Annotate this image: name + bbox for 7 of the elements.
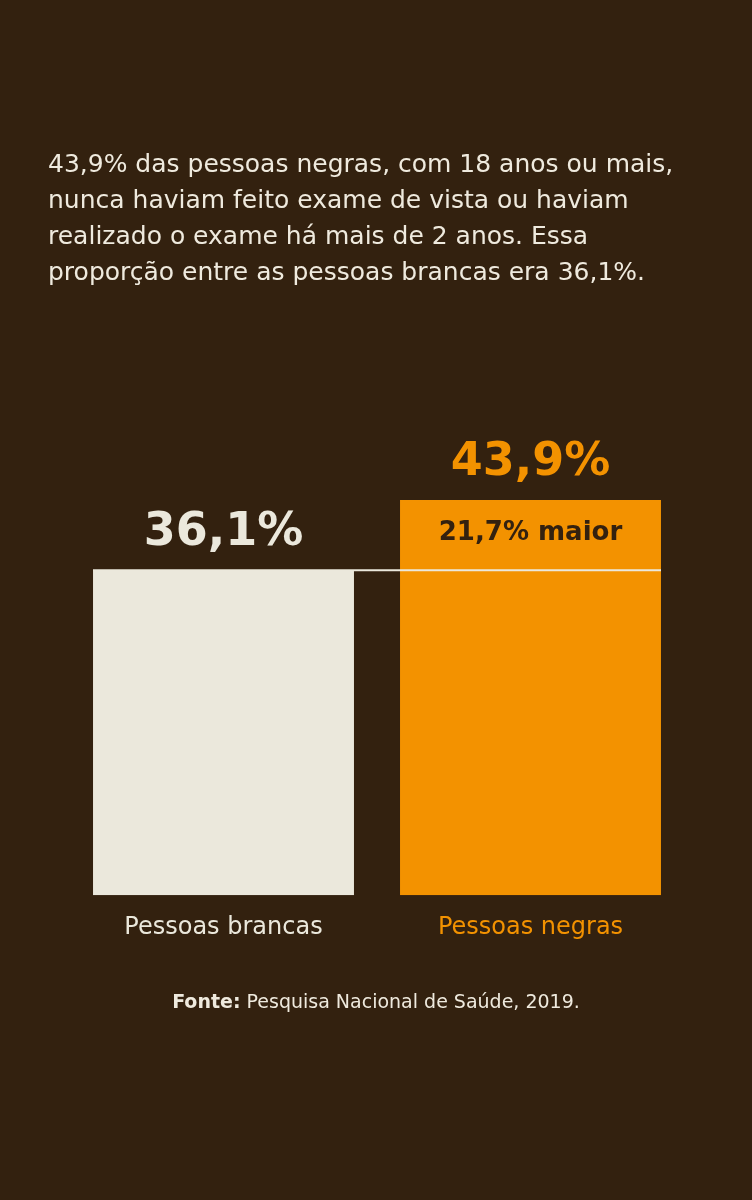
data-label: 36,1% bbox=[143, 502, 304, 557]
annotation: 21,7% maior bbox=[438, 515, 623, 546]
x-tick-label: Pessoas negras bbox=[437, 911, 624, 940]
x-tick-label: Pessoas brancas bbox=[124, 911, 323, 940]
data-label: 43,9% bbox=[450, 431, 611, 486]
chart-title: 43,9% das pessoas negras, com 18 anos ou mais, nunca haviam feito exame de vista ou haviam realizado o exame há mais de 2 anos. Essa proporção entre as pessoas brancas era 36,1%. bbox=[48, 148, 675, 288]
source-note: Fonte: Pesquisa Nacional de Saúde, 2019. bbox=[171, 990, 581, 1012]
